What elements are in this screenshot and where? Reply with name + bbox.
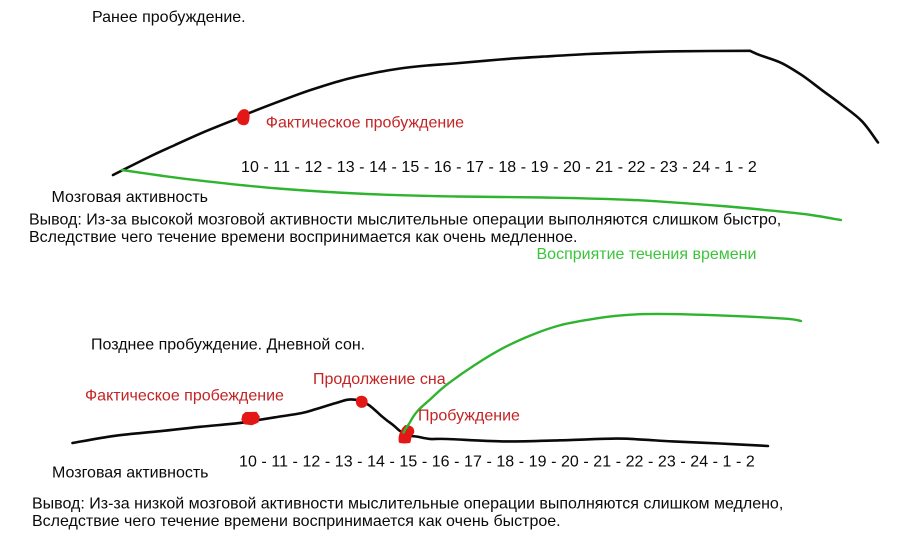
svg-text:Позднее пробуждение. Дневной с: Позднее пробуждение. Дневной сон. — [91, 337, 365, 354]
svg-text:10 - 11 - 12 - 13 - 14 - 15 -: 10 - 11 - 12 - 13 - 14 - 15 - 16 - 17 - … — [241, 159, 757, 176]
svg-text:Вследствие чего течение времен: Вследствие чего течение времени восприни… — [32, 513, 561, 530]
svg-text:Фактическое пробуждение: Фактическое пробуждение — [266, 114, 464, 131]
svg-text:10 - 11 - 12 - 13 - 14 - 15 -: 10 - 11 - 12 - 13 - 14 - 15 - 16 - 17 - … — [239, 454, 755, 471]
svg-text:Вывод: Из-за низкой мозговой а: Вывод: Из-за низкой мозговой активности … — [32, 496, 783, 513]
svg-text:Мозговая активность: Мозговая активность — [52, 464, 209, 481]
svg-text:Восприятие течения времени: Восприятие течения времени — [537, 246, 757, 263]
svg-text:Вследствие чего течение времен: Вследствие чего течение времени восприни… — [29, 229, 577, 246]
svg-text:Фактическое пробеждение: Фактическое пробеждение — [85, 387, 284, 404]
svg-text:Ранее пробуждение.: Ранее пробуждение. — [92, 9, 246, 26]
svg-text:Продолжение сна: Продолжение сна — [313, 371, 446, 388]
svg-text:Пробуждение: Пробуждение — [418, 407, 520, 424]
svg-text:Мозговая активность: Мозговая активность — [52, 189, 209, 206]
svg-text:Вывод: Из-за высокой мозговой: Вывод: Из-за высокой мозговой активности… — [29, 212, 781, 229]
